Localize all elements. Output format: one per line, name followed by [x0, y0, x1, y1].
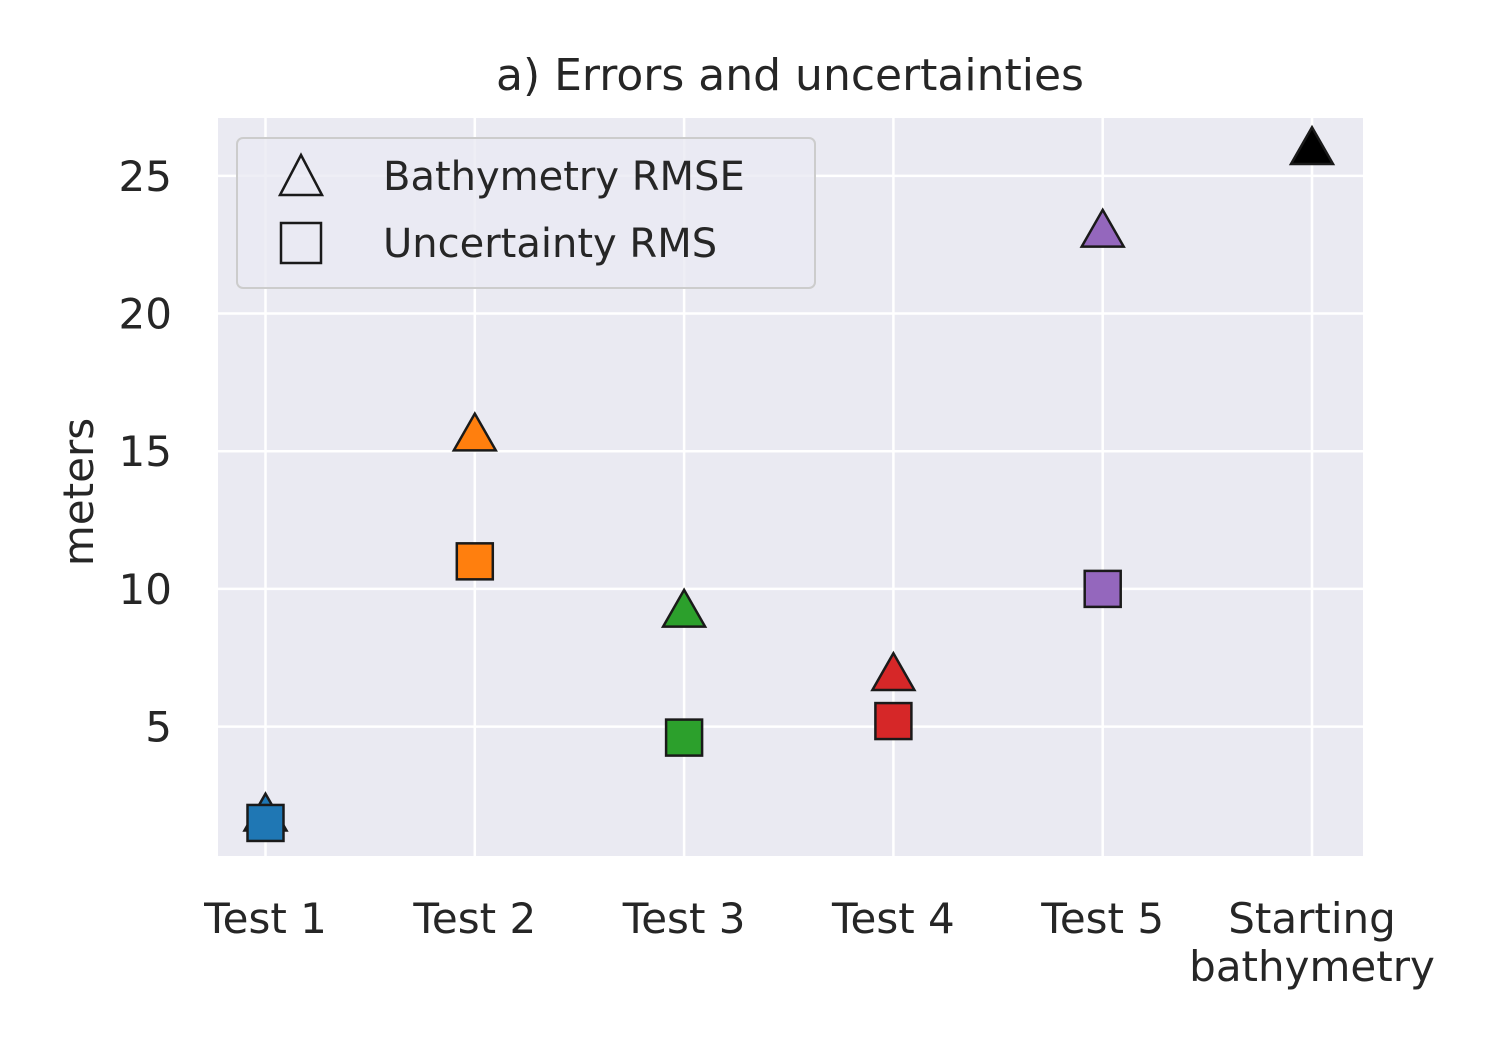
data-points	[242, 124, 1336, 843]
legend-triangle-icon	[277, 152, 325, 197]
x-tick-label: Test 5	[1040, 894, 1164, 943]
legend-label-uncertainty-rms: Uncertainty RMS	[383, 221, 717, 267]
x-tick-label: Test 3	[622, 894, 746, 943]
y-tick-label: 10	[119, 565, 172, 614]
y-tick-label: 15	[119, 427, 172, 476]
uncertainty-square-point	[246, 803, 285, 843]
rmse-triangle-point	[870, 650, 917, 692]
x-tick-label: Starting bathymetry	[1189, 894, 1435, 991]
y-tick-label: 20	[119, 290, 172, 339]
rmse-triangle-point	[660, 587, 708, 628]
x-axis: Test 1 Test 2 Test 3 Test 4 Test 5 Starting ba…	[203, 894, 1435, 991]
uncertainty-square-point	[874, 701, 913, 741]
uncertainty-square-point	[455, 542, 495, 581]
rmse-triangle-point	[1079, 207, 1126, 248]
chart-title: a) Errors and uncertainties	[496, 50, 1084, 101]
y-axis: 5 10 15 20 25	[119, 152, 172, 752]
legend: Bathymetry RMSE Uncertainty RMS	[236, 137, 816, 289]
rmse-triangle-point	[451, 411, 498, 452]
y-axis-label: meters	[54, 418, 103, 566]
legend-square-icon	[279, 221, 323, 265]
x-tick-label: Test 4	[831, 894, 955, 943]
legend-box	[236, 137, 816, 289]
y-tick-label: 25	[119, 152, 172, 201]
y-tick-label: 5	[145, 703, 172, 752]
legend-label-bathymetry-rmse: Bathymetry RMSE	[383, 154, 745, 200]
uncertainty-square-point	[1083, 569, 1122, 609]
rmse-triangle-point	[1288, 124, 1336, 166]
x-tick-label: Test 1	[203, 894, 327, 943]
uncertainty-square-point	[664, 718, 704, 757]
x-tick-label: Test 2	[412, 894, 536, 943]
